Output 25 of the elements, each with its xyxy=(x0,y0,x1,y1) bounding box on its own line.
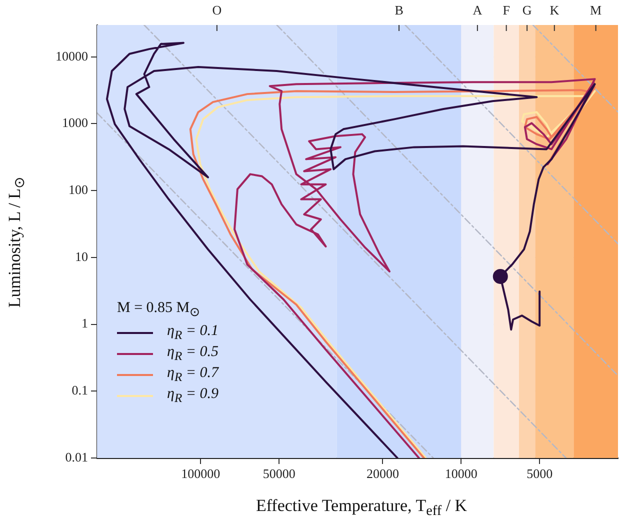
x-tick-label: 100000 xyxy=(181,466,220,482)
y-tick-label: 1000 xyxy=(62,115,88,130)
legend-label: η$_{R}$ = 0.7 xyxy=(167,364,218,384)
x-tick-label: 10000 xyxy=(444,466,478,482)
band-label: G xyxy=(522,2,532,18)
y-tick-label: 0.01 xyxy=(65,449,88,464)
x-tick-label: 50000 xyxy=(262,466,296,482)
x-tick-label: 20000 xyxy=(366,466,399,482)
band-label: A xyxy=(472,2,483,18)
x-tick-label: 5000 xyxy=(526,466,553,482)
x-axis-title: Effective Temperature, T$_{eff}$ / K xyxy=(256,496,468,520)
band-label: F xyxy=(502,2,510,18)
band-label: K xyxy=(550,2,560,18)
legend-label: η$_{R}$ = 0.9 xyxy=(167,386,218,406)
y-tick-label: 0.1 xyxy=(72,382,88,398)
y-tick-label: 100 xyxy=(68,182,88,198)
y-tick-label: 10 xyxy=(75,248,88,264)
legend-label: η$_{R}$ = 0.5 xyxy=(167,344,218,364)
band-label: B xyxy=(394,2,404,18)
y-tick-label: 1 xyxy=(82,316,88,331)
y-tick-label: 10000 xyxy=(56,48,88,64)
band-label: M xyxy=(590,2,602,18)
band-label: O xyxy=(212,2,222,18)
legend-label: η$_{R}$ = 0.1 xyxy=(167,322,218,342)
legend-title: M = 0.85 M$_{⊙}$ xyxy=(117,300,202,320)
